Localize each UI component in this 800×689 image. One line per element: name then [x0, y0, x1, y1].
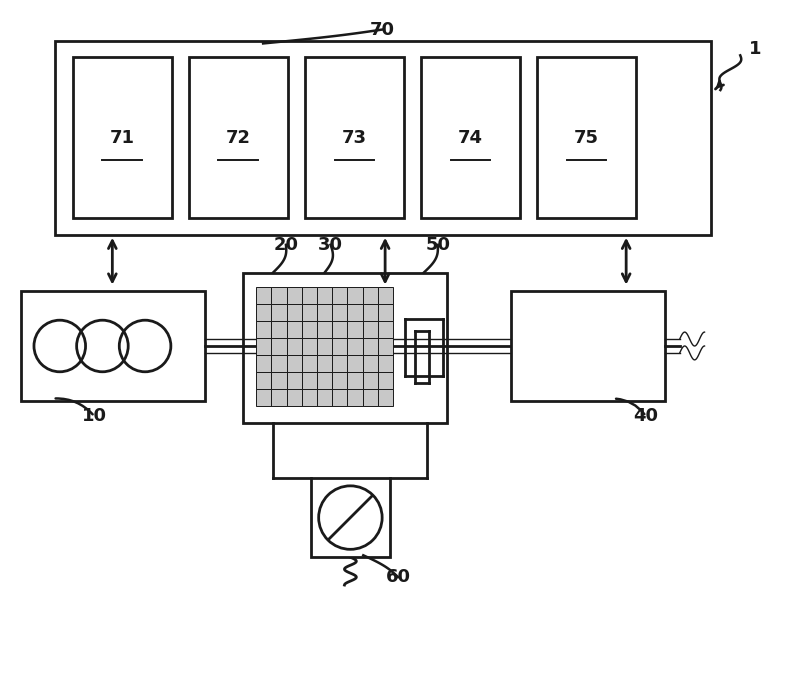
Bar [73, 57, 172, 218]
Bar [421, 57, 520, 218]
Bar [256, 356, 271, 373]
Bar [271, 373, 286, 389]
Text: 75: 75 [574, 129, 599, 147]
Bar [286, 338, 302, 356]
Bar [317, 322, 332, 338]
Bar [537, 57, 636, 218]
Bar [347, 287, 362, 305]
Bar [286, 287, 302, 305]
Bar [256, 389, 271, 407]
Text: 70: 70 [370, 21, 394, 39]
Text: 71: 71 [110, 129, 134, 147]
Text: 40: 40 [634, 407, 658, 425]
Bar [271, 287, 286, 305]
Bar [302, 322, 317, 338]
Bar [362, 287, 378, 305]
Bar [362, 373, 378, 389]
Text: 74: 74 [458, 129, 483, 147]
Text: 72: 72 [226, 129, 251, 147]
Bar [332, 356, 347, 373]
Bar [271, 356, 286, 373]
Text: 30: 30 [318, 236, 343, 254]
Bar [511, 291, 665, 400]
Bar [347, 389, 362, 407]
Bar [332, 305, 347, 322]
Bar [189, 57, 288, 218]
Text: 60: 60 [386, 568, 410, 586]
Bar [302, 389, 317, 407]
Bar [286, 389, 302, 407]
Bar [362, 322, 378, 338]
Bar [256, 322, 271, 338]
Bar [378, 356, 393, 373]
Bar [317, 389, 332, 407]
Bar [378, 305, 393, 322]
Bar [302, 373, 317, 389]
Bar [317, 356, 332, 373]
Bar [302, 356, 317, 373]
Bar [378, 287, 393, 305]
Bar [317, 338, 332, 356]
Bar [256, 338, 271, 356]
Bar [378, 389, 393, 407]
Bar [21, 291, 205, 400]
Bar [271, 338, 286, 356]
Text: 10: 10 [82, 407, 107, 425]
Bar [243, 273, 446, 423]
Bar [362, 389, 378, 407]
Bar [286, 356, 302, 373]
Bar [302, 338, 317, 356]
Bar [286, 322, 302, 338]
Bar [256, 305, 271, 322]
Bar [332, 389, 347, 407]
Bar [332, 338, 347, 356]
Bar [378, 373, 393, 389]
Bar [286, 373, 302, 389]
Bar [302, 287, 317, 305]
Text: 1: 1 [749, 41, 762, 59]
Bar [271, 322, 286, 338]
Bar [362, 305, 378, 322]
Bar [310, 478, 390, 557]
Bar [271, 305, 286, 322]
Bar [378, 338, 393, 356]
Bar [256, 373, 271, 389]
Bar [302, 305, 317, 322]
Bar [347, 356, 362, 373]
Bar [347, 338, 362, 356]
Bar [332, 373, 347, 389]
Bar [332, 287, 347, 305]
Bar [55, 41, 711, 235]
Text: 50: 50 [425, 236, 450, 254]
Bar [317, 373, 332, 389]
Bar [347, 305, 362, 322]
Bar [271, 389, 286, 407]
Bar [317, 305, 332, 322]
Bar [286, 305, 302, 322]
Bar [362, 338, 378, 356]
Text: 73: 73 [342, 129, 367, 147]
Bar [378, 322, 393, 338]
Bar [347, 373, 362, 389]
Bar [362, 356, 378, 373]
Bar [305, 57, 404, 218]
Text: 20: 20 [274, 236, 298, 254]
Bar [256, 287, 271, 305]
Bar [347, 322, 362, 338]
Bar [332, 322, 347, 338]
Bar [317, 287, 332, 305]
